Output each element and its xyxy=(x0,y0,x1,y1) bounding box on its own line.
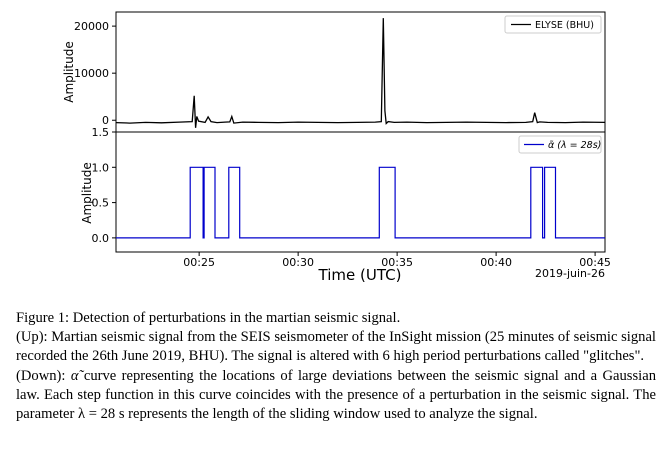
top-series-line xyxy=(115,18,606,128)
caption-up-description: (Up): Martian seismic signal from the SE… xyxy=(16,329,656,365)
figure-caption: Figure 1: Detection of perturbations in … xyxy=(16,309,656,424)
caption-down-description: (Down): α̃ curve representing the locati… xyxy=(16,367,656,425)
top-y-axis-label: Amplitude xyxy=(62,41,76,103)
y-tick-label: 1.5 xyxy=(92,126,110,139)
bottom-plot-frame xyxy=(115,131,606,253)
x-tick-label: 00:30 xyxy=(282,256,314,269)
figure-two-panel-chart: 0 10000 20000 Amplitude ELYSE (BHU) 0.0 0.5… xyxy=(62,11,611,284)
y-tick-label: 0.0 xyxy=(92,232,110,245)
top-legend-label: ELYSE (BHU) xyxy=(535,20,594,31)
top-panel: 0 10000 20000 Amplitude ELYSE (BHU) xyxy=(62,11,606,133)
y-tick-label: 1.0 xyxy=(92,161,110,174)
caption-down-text: curve representing the locations of larg… xyxy=(16,367,656,423)
caption-title: Figure 1: Detection of perturbations in … xyxy=(16,310,401,326)
y-tick-label: 0 xyxy=(102,114,109,127)
bottom-x-ticks: 00:25 00:30 00:35 00:40 00:45 xyxy=(183,252,611,269)
x-tick-label: 00:35 xyxy=(381,256,413,269)
bottom-series-step-line xyxy=(116,166,605,239)
x-tick-label: 00:45 xyxy=(579,256,611,269)
date-label: 2019-juin-26 xyxy=(535,267,605,280)
bottom-legend-box xyxy=(518,135,602,154)
y-tick-label: 0.5 xyxy=(92,197,110,210)
alpha-tilde-symbol: α̃ xyxy=(70,367,79,384)
y-tick-label: 20000 xyxy=(74,20,109,33)
x-axis-label: Time (UTC) xyxy=(318,266,402,284)
top-legend: ELYSE (BHU) xyxy=(504,15,602,34)
caption-down-prefix: (Down): xyxy=(16,367,71,384)
bottom-panel: 0.0 0.5 1.0 1.5 00:25 00:30 00:35 00:40 00:45 A… xyxy=(80,126,611,284)
bottom-legend-label: α̃ (λ = 28s) xyxy=(548,140,601,151)
top-legend-box xyxy=(504,15,602,34)
x-tick-label: 00:25 xyxy=(183,256,215,269)
y-tick-label: 10000 xyxy=(74,67,109,80)
bottom-legend: α̃ (λ = 28s) xyxy=(518,135,602,154)
x-tick-label: 00:40 xyxy=(480,256,512,269)
bottom-y-axis-label: Amplitude xyxy=(80,162,94,224)
bottom-y-ticks: 0.0 0.5 1.0 1.5 xyxy=(92,126,116,245)
top-y-ticks: 0 10000 20000 xyxy=(74,20,116,127)
